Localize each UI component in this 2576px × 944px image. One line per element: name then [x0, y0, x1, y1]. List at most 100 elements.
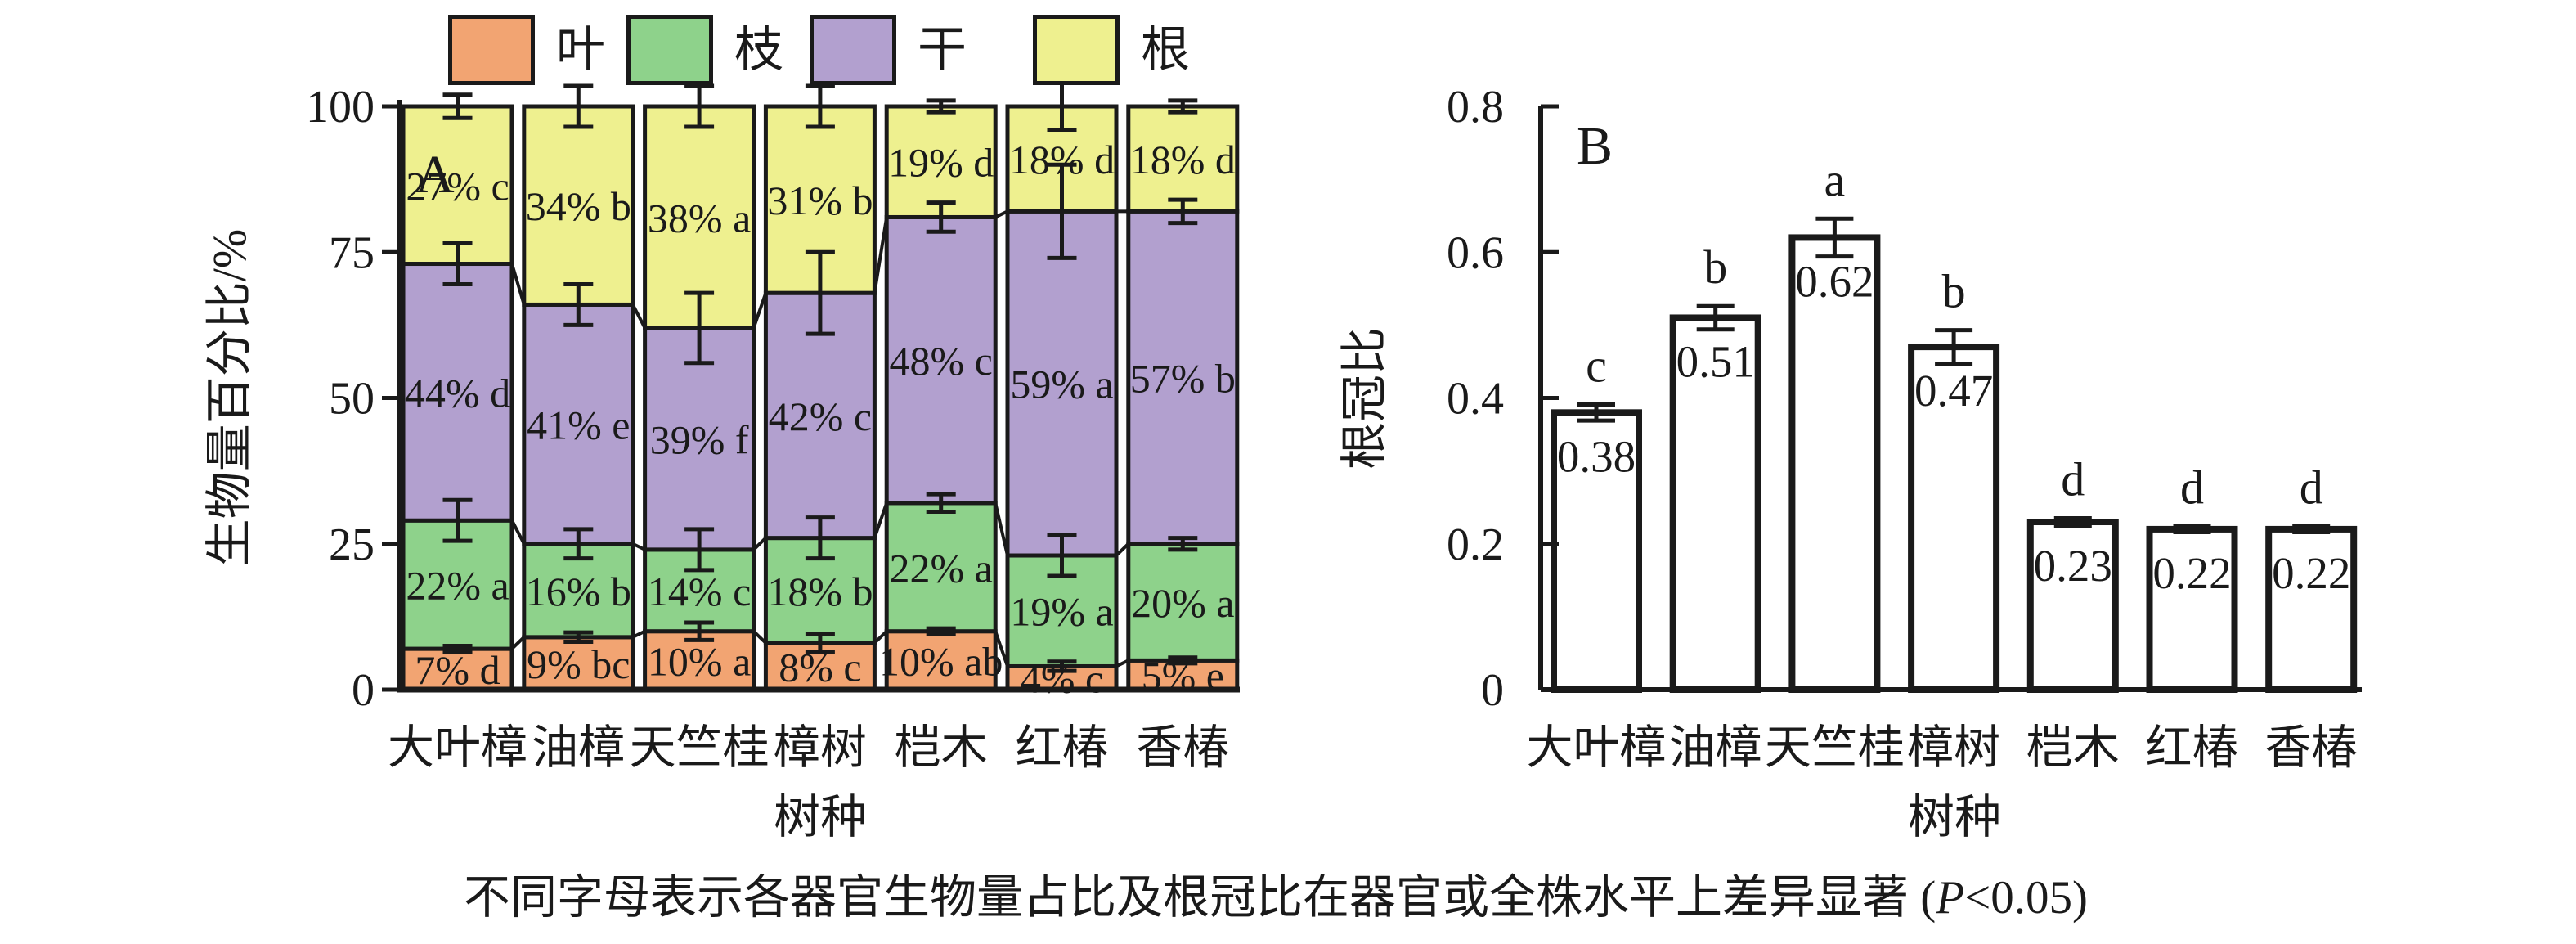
- segment-label: 4% c: [1021, 656, 1103, 702]
- y-tick-label: 0.2: [1447, 519, 1504, 570]
- segment-label: 8% c: [779, 644, 861, 690]
- segment-label: 39% f: [650, 416, 749, 462]
- segment-label: 18% b: [767, 569, 873, 614]
- segment-label: 19% d: [888, 140, 994, 186]
- x-category-label: 桤木: [2026, 722, 2120, 774]
- y-axis-title: 生物量百分比/%: [203, 229, 256, 566]
- figure-caption: 不同字母表示各器官生物量占比及根冠比在器官或全株水平上差异显著 (P<0.05): [0, 869, 2551, 928]
- y-tick-label: 0: [352, 665, 375, 716]
- bar-value-label: 0.22: [2152, 548, 2231, 598]
- significance-letter: d: [2180, 461, 2204, 514]
- segment-label: 48% c: [890, 338, 993, 384]
- segment-connector-line: [510, 636, 526, 650]
- segment-connector-line: [510, 519, 526, 545]
- x-axis-title: 树种: [774, 792, 867, 843]
- legend-swatch-icon: [626, 15, 713, 85]
- x-category-label: 桤木: [895, 722, 988, 774]
- segment-label: 14% c: [648, 569, 751, 614]
- legend-swatch-icon: [1033, 15, 1120, 85]
- significance-letter: c: [1586, 339, 1607, 393]
- segment-label: 19% a: [1010, 589, 1113, 635]
- segment-label: 31% b: [767, 178, 873, 223]
- segment-label: 59% a: [1010, 362, 1113, 407]
- x-category-label: 红椿: [2146, 722, 2239, 774]
- panel-a-letter: A: [415, 145, 455, 205]
- x-category-label: 红椿: [1016, 722, 1109, 774]
- x-category-label: 天竺桂: [630, 722, 770, 774]
- segment-label: 20% a: [1131, 580, 1234, 626]
- segment-connector-line: [510, 263, 526, 305]
- segment-connector-line: [631, 542, 646, 551]
- legend-item-3: 干: [810, 13, 967, 87]
- segment-connector-line: [631, 303, 647, 329]
- segment-connector-line: [1115, 542, 1130, 557]
- segment-label: 18% d: [1009, 137, 1115, 182]
- legend-swatch-icon: [448, 15, 535, 85]
- segment-connector-line: [994, 209, 1008, 219]
- legend-item-4: 根: [1033, 13, 1190, 87]
- legend-item-label: 叶: [556, 23, 605, 77]
- legend-swatch-icon: [810, 15, 896, 85]
- segment-connector-line: [873, 217, 889, 294]
- segment-connector-line: [752, 292, 768, 329]
- segment-label: 22% a: [406, 563, 509, 609]
- bar-segment-干: [884, 214, 998, 506]
- caption-p-symbol: P: [1936, 872, 1965, 924]
- segment-label: 34% b: [526, 183, 631, 229]
- segment-connector-line: [631, 629, 646, 639]
- segment-label: 42% c: [769, 393, 872, 439]
- bar-value-label: 0.38: [1557, 431, 1636, 481]
- segment-label: 57% b: [1130, 356, 1236, 402]
- segment-connector-line: [994, 631, 1009, 668]
- caption-threshold: <0.05): [1964, 872, 2088, 924]
- significance-letter: b: [1703, 240, 1727, 294]
- bar-segment-根: [1126, 104, 1240, 214]
- caption-text: 不同字母表示各器官生物量占比及根冠比在器官或全株水平上差异显著 (: [464, 872, 1936, 924]
- x-category-label: 香椿: [2264, 722, 2358, 774]
- segment-connector-line: [994, 502, 1009, 556]
- segment-label: 10% ab: [879, 638, 1003, 684]
- x-category-label: 香椿: [1136, 722, 1229, 774]
- x-category-label: 樟树: [1907, 722, 2000, 774]
- legend: 叶枝干根: [0, 0, 2576, 98]
- significance-letter: b: [1942, 265, 1966, 318]
- ratio-bar: [1669, 314, 1761, 693]
- legend-item-label: 干: [918, 23, 967, 77]
- ratio-bar: [2146, 525, 2238, 693]
- segment-label: 22% a: [890, 545, 993, 591]
- y-tick-label: 25: [329, 519, 375, 570]
- significance-letter: a: [1824, 153, 1846, 206]
- segment-label: 16% b: [526, 569, 631, 614]
- segment-label: 41% e: [527, 402, 630, 448]
- bar-value-label: 0.47: [1914, 366, 1993, 416]
- significance-letter: d: [2061, 453, 2085, 506]
- legend-item-label: 根: [1141, 23, 1190, 77]
- bar-value-label: 0.22: [2272, 548, 2350, 598]
- ratio-bar: [1908, 344, 2000, 693]
- y-tick-label: 0.4: [1447, 374, 1504, 425]
- x-category-label: 油樟: [532, 722, 625, 774]
- x-category-label: 油樟: [1669, 722, 1762, 774]
- segment-connector-line: [1115, 659, 1129, 668]
- segment-connector-line: [873, 630, 888, 645]
- y-axis-title: 根冠比: [1338, 327, 1391, 470]
- segment-label: 9% bc: [527, 641, 630, 687]
- segment-connector-line: [752, 537, 767, 551]
- segment-label: 44% d: [405, 370, 510, 416]
- panel-b-letter: B: [1577, 116, 1613, 176]
- segment-connector-line: [873, 502, 889, 539]
- segment-label: 10% a: [648, 638, 751, 684]
- legend-item-label: 枝: [734, 23, 783, 77]
- bar-value-label: 0.23: [2034, 541, 2112, 591]
- y-tick-label: 75: [329, 227, 375, 278]
- significance-letter: d: [2300, 461, 2323, 514]
- x-category-label: 大叶樟: [1527, 722, 1667, 774]
- y-tick-label: 0: [1481, 665, 1504, 716]
- x-category-label: 樟树: [774, 722, 867, 774]
- bar-segment-干: [1005, 209, 1119, 558]
- bar-segment-干: [401, 262, 514, 523]
- segment-label: 7% d: [415, 647, 500, 693]
